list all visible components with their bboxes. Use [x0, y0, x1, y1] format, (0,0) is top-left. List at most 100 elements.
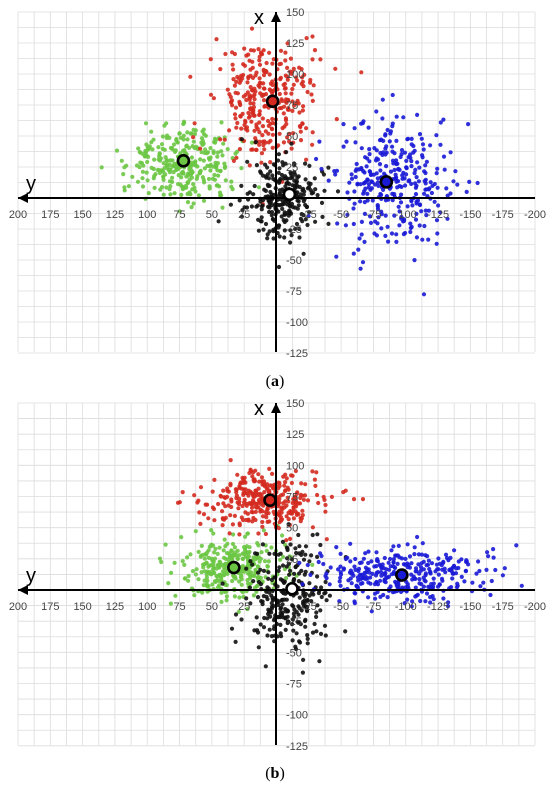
data-point: [212, 139, 217, 145]
data-point: [383, 233, 388, 238]
data-point: [421, 584, 426, 589]
data-point: [279, 506, 284, 511]
data-point: [426, 237, 431, 242]
tick-label-horizontal: 175: [41, 601, 59, 613]
data-point: [379, 212, 384, 217]
data-point: [256, 486, 261, 491]
data-point: [297, 544, 302, 549]
data-point: [300, 493, 305, 498]
data-point: [266, 576, 271, 581]
data-point: [237, 101, 242, 106]
data-point: [256, 185, 261, 190]
data-point: [218, 493, 223, 498]
data-point: [237, 499, 242, 504]
data-point: [284, 576, 289, 581]
data-point: [263, 140, 268, 145]
y-axis-arrow: [18, 193, 28, 203]
data-point: [327, 582, 332, 587]
data-point: [121, 172, 126, 177]
data-point: [220, 523, 225, 528]
data-point: [251, 593, 256, 598]
data-point: [258, 501, 264, 506]
panel-b-scatter-chart: y x 200 175 150 125 100 75 50 25 -25 -50 -75 -100 -125…: [9, 398, 546, 753]
data-point: [391, 560, 396, 565]
tick-label-horizontal: -125: [427, 601, 449, 613]
data-point: [291, 82, 296, 87]
data-point: [261, 98, 267, 103]
data-point: [232, 594, 237, 599]
data-point: [415, 592, 420, 597]
data-point: [270, 132, 275, 137]
data-point: [250, 59, 255, 64]
data-point: [441, 117, 446, 122]
data-point: [414, 175, 419, 180]
data-point: [232, 51, 237, 57]
data-point: [215, 150, 220, 155]
data-point: [396, 204, 401, 209]
data-point: [283, 472, 288, 477]
data-point: [247, 573, 252, 578]
data-point: [289, 201, 295, 207]
data-point: [218, 560, 223, 565]
data-point: [157, 170, 162, 176]
data-point: [270, 145, 275, 150]
data-point: [299, 552, 304, 558]
tick-label-vertical: 75: [286, 492, 298, 504]
data-point: [210, 558, 215, 563]
data-point: [211, 531, 216, 536]
data-point: [488, 592, 493, 598]
data-point: [313, 483, 318, 488]
data-point: [232, 112, 238, 117]
data-point: [303, 552, 308, 557]
data-point: [370, 198, 375, 203]
data-point: [114, 148, 120, 153]
data-point: [231, 574, 236, 580]
data-point: [276, 264, 282, 270]
data-point: [383, 152, 388, 157]
data-point: [285, 620, 290, 626]
data-point: [302, 598, 307, 603]
centroid-marker: [176, 154, 191, 168]
data-point: [146, 154, 151, 159]
data-point: [378, 578, 383, 583]
data-point: [365, 177, 370, 183]
data-point: [269, 210, 275, 215]
data-point: [265, 519, 270, 525]
data-point: [218, 137, 223, 142]
data-point: [502, 566, 507, 571]
data-point: [297, 595, 302, 600]
data-point: [223, 556, 228, 562]
data-point: [217, 564, 222, 569]
data-point: [370, 571, 375, 577]
data-point: [445, 193, 450, 198]
data-point: [253, 488, 258, 493]
data-point: [243, 517, 249, 523]
data-point: [265, 232, 270, 237]
data-point: [267, 466, 272, 471]
data-point: [253, 509, 258, 514]
data-point: [171, 170, 176, 175]
data-point: [309, 553, 314, 558]
data-point: [485, 550, 490, 555]
data-point: [416, 562, 421, 567]
tick-label-horizontal: -150: [459, 209, 481, 221]
data-point: [245, 80, 250, 85]
data-point: [336, 567, 341, 572]
data-point: [310, 57, 315, 62]
data-point: [402, 150, 408, 155]
data-point: [265, 616, 270, 621]
data-point: [247, 163, 252, 168]
data-point: [438, 210, 443, 215]
data-point: [233, 105, 239, 110]
data-point: [356, 566, 362, 572]
data-point: [198, 168, 203, 173]
data-point: [200, 590, 205, 595]
data-point: [428, 600, 433, 605]
data-point: [303, 161, 308, 166]
data-point: [209, 572, 214, 577]
data-point: [373, 219, 378, 224]
data-point: [252, 585, 258, 591]
data-point: [477, 568, 482, 574]
data-point: [217, 545, 222, 550]
data-point: [140, 151, 146, 157]
